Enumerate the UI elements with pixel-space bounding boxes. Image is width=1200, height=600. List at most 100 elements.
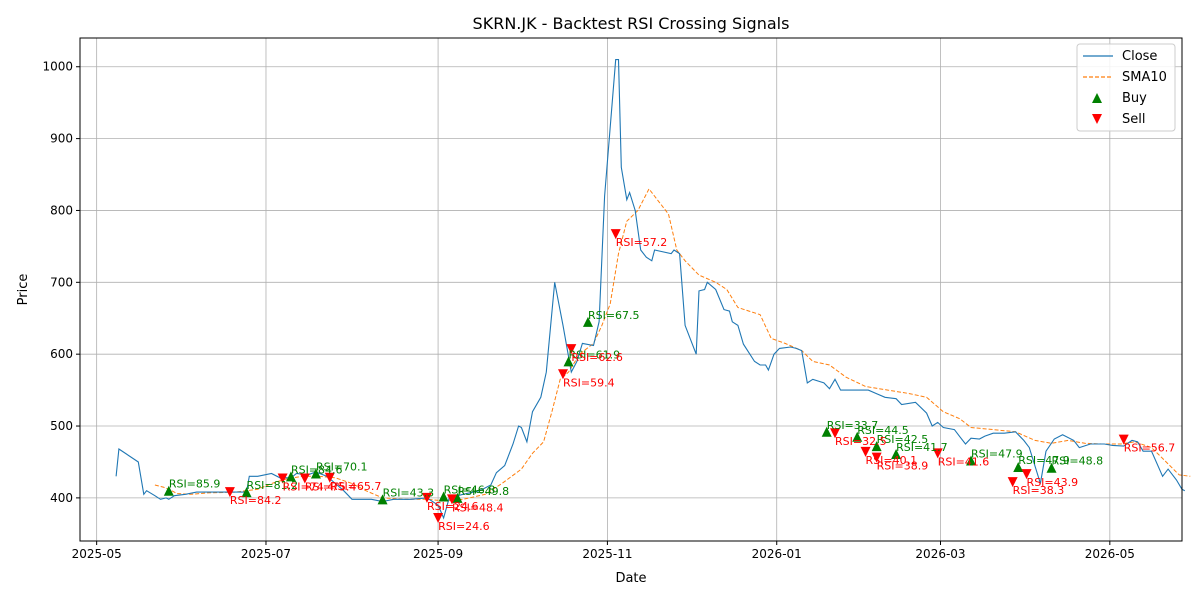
sell-label: RSI=41.6 xyxy=(938,455,990,468)
x-tick-label: 2026-01 xyxy=(752,547,802,561)
legend-buy-swatch xyxy=(1092,93,1102,103)
buy-marker xyxy=(377,494,388,505)
legend-sell-label: Sell xyxy=(1122,112,1145,127)
legend: Close SMA10 Buy Sell xyxy=(1076,43,1176,132)
close-line xyxy=(115,59,1186,520)
sell-marker xyxy=(566,344,577,355)
legend-sma10-label: SMA10 xyxy=(1122,70,1167,85)
buy-label: RSI=61.9 xyxy=(569,348,621,361)
buy-marker xyxy=(871,441,882,452)
sell-label: RSI=24.6 xyxy=(438,520,490,533)
grid-lines xyxy=(80,38,1182,541)
legend-sell-swatch xyxy=(1092,114,1102,124)
sell-label: RSI=43.9 xyxy=(1027,476,1079,489)
x-tick-label: 2025-07 xyxy=(241,547,291,561)
x-tick-label: 2025-05 xyxy=(72,547,122,561)
y-tick-label: 1000 xyxy=(42,60,73,74)
buy-marker xyxy=(966,455,977,466)
sell-marker xyxy=(421,492,432,503)
buy-label: RSI=67.5 xyxy=(588,309,640,322)
y-tick-label: 800 xyxy=(50,203,73,217)
buy-marker xyxy=(582,316,593,327)
sell-marker xyxy=(224,487,235,498)
buy-marker xyxy=(310,468,321,479)
sell-marker xyxy=(299,473,310,484)
y-tick-label: 900 xyxy=(50,132,73,146)
sell-marker xyxy=(1118,434,1129,445)
sell-label: RSI=32.5 xyxy=(835,435,887,448)
buy-label: RSI=46.8 xyxy=(444,483,496,496)
sell-label: RSI=48.4 xyxy=(452,501,504,514)
sma10-series xyxy=(154,187,1191,502)
sell-marker xyxy=(932,448,943,459)
sma10-line xyxy=(154,187,1191,502)
sell-label: RSI=57.2 xyxy=(616,236,668,249)
buy-marker xyxy=(891,449,902,460)
x-axis-title: Date xyxy=(615,571,646,586)
plot-frame xyxy=(79,37,1183,542)
sell-label: RSI=38.3 xyxy=(1013,484,1065,497)
buy-label: RSI=47.9 xyxy=(1018,454,1070,467)
buy-marker xyxy=(438,491,449,502)
y-tick-label: 600 xyxy=(50,347,73,361)
y-tick-label: 700 xyxy=(50,275,73,289)
buy-marker xyxy=(1046,462,1057,473)
buy-marker xyxy=(563,356,574,367)
sell-label: RSI=24.6 xyxy=(427,500,479,513)
close-series xyxy=(115,59,1186,520)
y-tick-label: 500 xyxy=(50,419,73,433)
legend-close-label: Close xyxy=(1122,49,1157,64)
sell-label: RSI=38.9 xyxy=(877,460,929,473)
sell-label: RSI=56.7 xyxy=(1124,442,1176,455)
buy-marker xyxy=(163,485,174,496)
buy-marker xyxy=(241,487,252,498)
sell-label: RSI=74.4 xyxy=(283,480,335,493)
buy-label: RSI=85.9 xyxy=(169,478,221,491)
axis-ticks: 2025-05 2025-07 2025-09 2025-11 2026-01 2026-… xyxy=(42,60,1134,561)
buy-label: RSI=33.7 xyxy=(827,419,879,432)
buy-label: RSI=43.3 xyxy=(383,486,435,499)
sell-marker xyxy=(277,473,288,484)
x-tick-label: 2026-03 xyxy=(915,547,965,561)
sell-marker xyxy=(860,446,871,457)
sell-marker xyxy=(446,494,457,505)
sell-label: RSI=65.7 xyxy=(330,480,382,493)
buy-label: RSI=48.8 xyxy=(1052,455,1104,468)
buy-marker xyxy=(1013,461,1024,472)
buy-label: RSI=49.8 xyxy=(458,485,510,498)
buy-marker xyxy=(852,431,863,442)
sell-label: RSI=40.1 xyxy=(866,454,918,467)
sell-label: RSI=59.4 xyxy=(563,376,615,389)
sell-marker xyxy=(1021,469,1032,480)
buy-label: RSI=41.7 xyxy=(896,441,948,454)
buy-label: RSI=70.1 xyxy=(316,460,368,473)
sell-label: RSI=62.6 xyxy=(571,351,623,364)
sell-marker xyxy=(1007,477,1018,488)
x-tick-label: 2026-05 xyxy=(1085,547,1135,561)
y-tick-label: 400 xyxy=(50,491,73,505)
sell-label: RSI=84.2 xyxy=(230,494,282,507)
sell-marker xyxy=(433,513,444,524)
buy-label: RSI=44.5 xyxy=(857,424,909,437)
sell-marker xyxy=(557,369,568,380)
buy-marker xyxy=(821,426,832,437)
buy-label: RSI=84.6 xyxy=(291,463,343,476)
sell-marker xyxy=(830,428,841,439)
x-tick-label: 2025-09 xyxy=(413,547,463,561)
sell-marker xyxy=(324,472,335,483)
x-tick-label: 2025-11 xyxy=(582,547,632,561)
buy-label: RSI=47.9 xyxy=(971,448,1023,461)
sell-label: RSI=75.4 xyxy=(305,480,357,493)
buy-marker xyxy=(452,492,463,503)
buy-label: RSI=42.5 xyxy=(877,433,929,446)
sell-marker xyxy=(610,229,621,240)
signal-markers xyxy=(163,229,1129,524)
buy-marker xyxy=(285,471,296,482)
buy-label: RSI=81.2 xyxy=(247,479,299,492)
legend-buy-label: Buy xyxy=(1122,91,1147,106)
legend-box xyxy=(1076,43,1176,132)
sell-marker xyxy=(871,452,882,463)
chart-title: SKRN.JK - Backtest RSI Crossing Signals xyxy=(473,14,790,33)
